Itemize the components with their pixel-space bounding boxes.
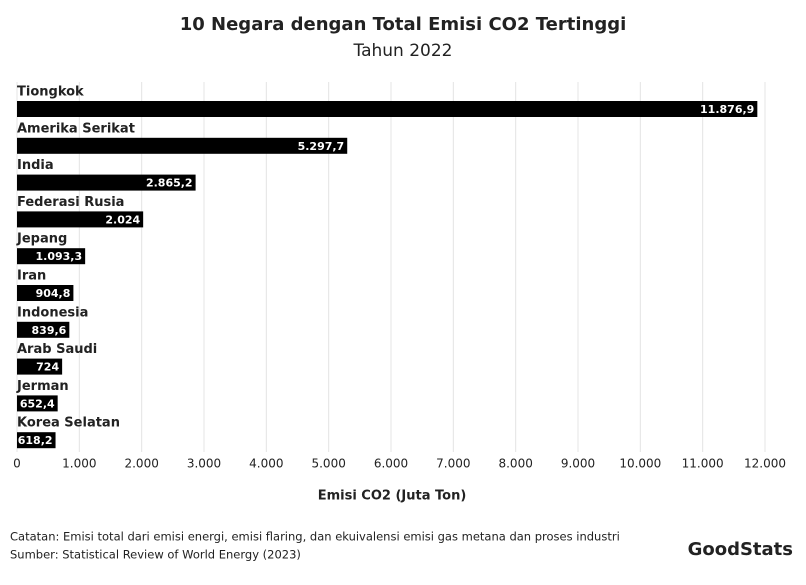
bar	[17, 395, 58, 412]
category-label: Amerika Serikat	[17, 121, 135, 136]
value-label: 618,2	[18, 434, 53, 447]
x-tick-label: 5.000	[311, 457, 345, 471]
x-tick-label: 3.000	[187, 457, 221, 471]
footnote: Catatan: Emisi total dari emisi energi, …	[10, 530, 620, 544]
chart-title: 10 Negara dengan Total Emisi CO2 Terting…	[180, 14, 627, 35]
value-label: 839,6	[32, 324, 67, 337]
category-label: Arab Saudi	[17, 342, 97, 357]
bar	[17, 248, 86, 265]
bar	[17, 285, 74, 301]
category-label: Jerman	[16, 379, 69, 394]
bar	[17, 174, 196, 191]
x-axis-title: Emisi CO2 (Juta Ton)	[318, 489, 467, 504]
x-tick-label: 4.000	[249, 457, 283, 471]
x-tick-label: 1.000	[62, 457, 96, 471]
value-label: 2.865,2	[146, 177, 193, 190]
bar	[17, 358, 63, 375]
bar	[17, 211, 144, 228]
value-label: 652,4	[20, 397, 55, 410]
category-label: Indonesia	[17, 305, 88, 320]
category-label: India	[17, 158, 54, 173]
x-tick-label: 0	[13, 457, 21, 471]
x-tick-label: 12.000	[744, 457, 786, 471]
category-label: Iran	[17, 269, 46, 284]
value-label: 5.297,7	[298, 140, 345, 153]
value-label: 1.093,3	[36, 250, 83, 263]
x-tick-label: 6.000	[374, 457, 408, 471]
x-tick-label: 9.000	[561, 457, 595, 471]
value-label: 724	[36, 361, 59, 374]
source: Sumber: Statistical Review of World Ener…	[10, 548, 301, 562]
category-label: Federasi Rusia	[17, 195, 124, 210]
category-label: Tiongkok	[17, 85, 84, 100]
value-label: 11.876,9	[700, 103, 754, 116]
logo: GoodStats	[688, 539, 793, 560]
x-tick-label: 11.000	[682, 457, 724, 471]
bar	[17, 101, 758, 117]
value-label: 904,8	[36, 287, 71, 300]
category-label: Jepang	[16, 232, 67, 247]
value-label: 2.024	[105, 213, 140, 226]
chart-subtitle: Tahun 2022	[353, 41, 453, 61]
bar	[17, 432, 56, 449]
x-tick-label: 2.000	[124, 457, 158, 471]
bar	[17, 137, 348, 154]
x-tick-label: 8.000	[498, 457, 532, 471]
bar	[17, 321, 70, 338]
x-tick-label: 10.000	[619, 457, 661, 471]
category-label: Korea Selatan	[17, 416, 120, 431]
x-tick-label: 7.000	[436, 457, 470, 471]
